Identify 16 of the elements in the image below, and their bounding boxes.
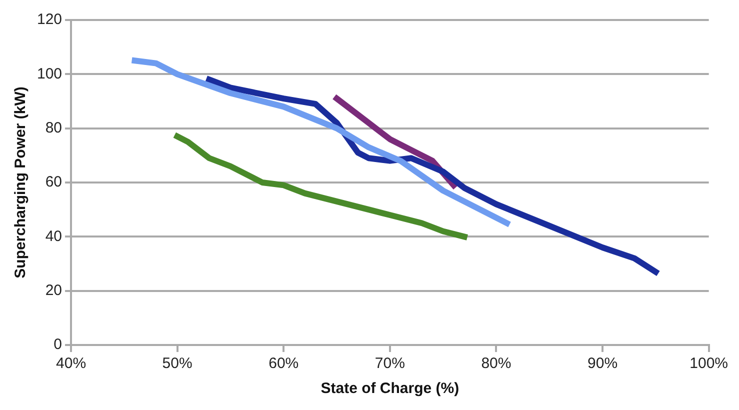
y-tick-label: 100 (36, 65, 62, 82)
y-axis-title: Supercharging Power (kW) (12, 86, 30, 278)
x-tick-label: 70% (374, 355, 405, 372)
y-tick-label: 20 (45, 282, 62, 299)
x-tick-label: 80% (481, 355, 512, 372)
y-tick-label: 80 (45, 119, 62, 136)
y-tick-label: 40 (45, 228, 62, 245)
x-axis-title: State of Charge (%) (320, 380, 460, 398)
y-tick-label: 60 (45, 174, 62, 191)
x-tick-label: 50% (162, 355, 192, 372)
x-tick-label: 60% (268, 355, 299, 372)
x-tick-label: 90% (588, 355, 618, 372)
y-tick-label: 120 (36, 11, 62, 28)
x-tick-label: 100% (690, 355, 728, 372)
x-tick-label: 40% (56, 355, 86, 372)
y-tick-label: 0 (54, 336, 62, 354)
